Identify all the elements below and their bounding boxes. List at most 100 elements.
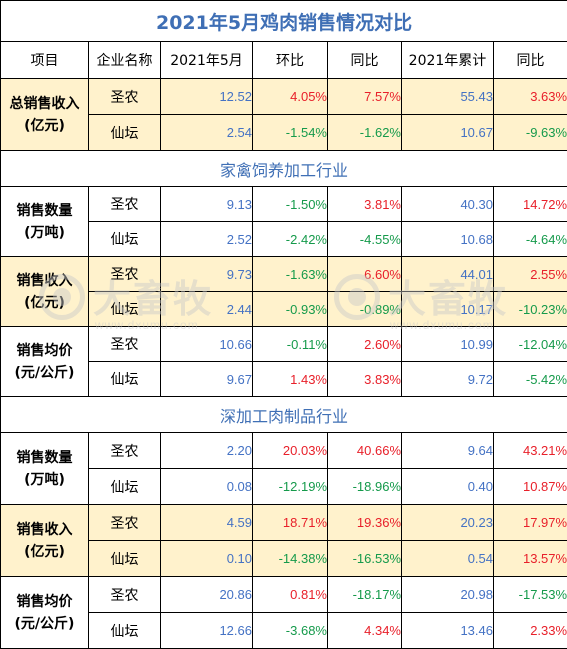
month-value: 2.52 [161,222,253,257]
mom-change: 0.81% [253,577,328,613]
ytd-yoy-change: -9.63% [494,115,567,151]
group-label-line2: (亿元) [1,541,88,563]
ytd-yoy-change: -10.23% [494,292,567,327]
company-name: 仙坛 [89,292,161,327]
ytd-yoy-change: -12.04% [494,327,567,362]
ytd-yoy-change: -4.64% [494,222,567,257]
row-group-label: 销售均价(元/公斤) [1,327,89,397]
group-label-line2: (万吨) [1,469,88,491]
yoy-change: -0.89% [328,292,402,327]
company-name: 仙坛 [89,613,161,649]
ytd-yoy-change: -17.53% [494,577,567,613]
mom-change: -0.11% [253,327,328,362]
mom-change: 18.71% [253,505,328,541]
group-label-line2: (亿元) [1,292,88,314]
company-name: 仙坛 [89,222,161,257]
group-label-line1: 销售收入 [1,519,88,541]
yoy-change: 19.36% [328,505,402,541]
yoy-change: -18.96% [328,469,402,505]
company-name: 圣农 [89,327,161,362]
ytd-yoy-change: 3.63% [494,79,567,115]
ytd-yoy-change: 17.97% [494,505,567,541]
ytd-value: 10.67 [402,115,494,151]
row-group-label: 销售均价(元/公斤) [1,577,89,649]
ytd-yoy-change: 10.87% [494,469,567,505]
header-item: 项目 [1,42,89,79]
yoy-change: 3.81% [328,187,402,222]
group-label-line2: (万吨) [1,222,88,244]
yoy-change: 7.57% [328,79,402,115]
mom-change: -2.42% [253,222,328,257]
ytd-value: 20.98 [402,577,494,613]
ytd-value: 55.43 [402,79,494,115]
yoy-change: 4.34% [328,613,402,649]
ytd-yoy-change: 43.21% [494,433,567,469]
ytd-value: 9.64 [402,433,494,469]
ytd-yoy-change: 13.57% [494,541,567,577]
yoy-change: -16.53% [328,541,402,577]
section-row: 深加工肉制品行业 [1,397,567,433]
group-label-line1: 总销售收入 [1,93,88,115]
month-value: 12.66 [161,613,253,649]
yoy-change: -4.55% [328,222,402,257]
ytd-value: 10.17 [402,292,494,327]
header-ytd-yoy: 同比 [494,42,567,79]
group-label-line1: 销售均价 [1,591,88,613]
yoy-change: 3.83% [328,362,402,397]
month-value: 0.10 [161,541,253,577]
ytd-value: 0.40 [402,469,494,505]
mom-change: -1.50% [253,187,328,222]
yoy-change: 2.60% [328,327,402,362]
mom-change: -3.68% [253,613,328,649]
company-name: 仙坛 [89,469,161,505]
ytd-value: 9.72 [402,362,494,397]
company-name: 圣农 [89,187,161,222]
company-name: 圣农 [89,505,161,541]
month-value: 10.66 [161,327,253,362]
table-title: 2021年5月鸡肉销售情况对比 [1,1,567,42]
company-name: 仙坛 [89,362,161,397]
ytd-yoy-change: 2.55% [494,257,567,292]
month-value: 9.13 [161,187,253,222]
month-value: 2.54 [161,115,253,151]
row-group-label: 销售收入(亿元) [1,505,89,577]
month-value: 0.08 [161,469,253,505]
ytd-value: 20.23 [402,505,494,541]
company-name: 仙坛 [89,541,161,577]
group-label-line2: (亿元) [1,115,88,137]
ytd-value: 10.99 [402,327,494,362]
mom-change: -1.63% [253,257,328,292]
month-value: 2.20 [161,433,253,469]
mom-change: 4.05% [253,79,328,115]
month-value: 20.86 [161,577,253,613]
group-label-line1: 销售收入 [1,270,88,292]
ytd-value: 44.01 [402,257,494,292]
ytd-value: 0.54 [402,541,494,577]
mom-change: 20.03% [253,433,328,469]
group-label-line1: 销售均价 [1,340,88,362]
company-name: 圣农 [89,577,161,613]
group-label-line2: (元/公斤) [1,362,88,384]
mom-change: -0.93% [253,292,328,327]
ytd-yoy-change: -5.42% [494,362,567,397]
month-value: 2.44 [161,292,253,327]
ytd-value: 13.46 [402,613,494,649]
ytd-value: 40.30 [402,187,494,222]
mom-change: -12.19% [253,469,328,505]
company-name: 圣农 [89,433,161,469]
row-group-label: 销售数量(万吨) [1,433,89,505]
month-value: 4.59 [161,505,253,541]
header-month: 2021年5月 [161,42,253,79]
ytd-yoy-change: 2.33% [494,613,567,649]
